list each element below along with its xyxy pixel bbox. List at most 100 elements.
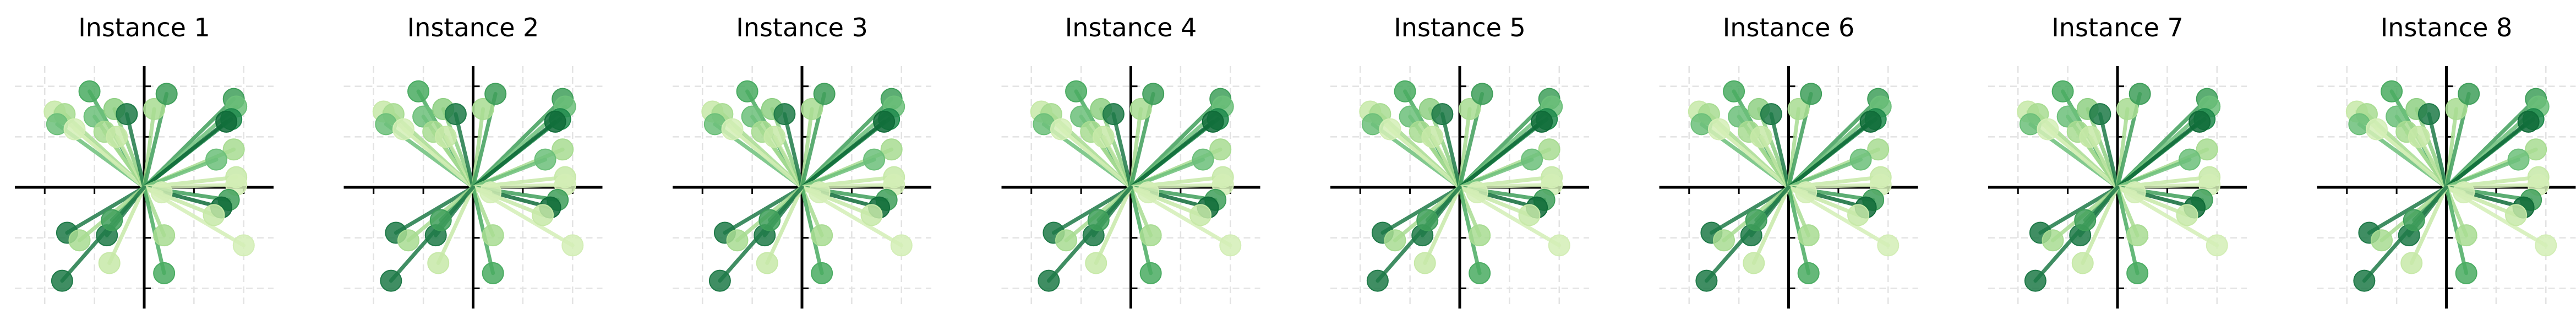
vector-line-30: [65, 185, 146, 235]
vector-point-5: [1723, 80, 1745, 102]
vectors: [2345, 80, 2557, 292]
vector-point-27: [1797, 262, 1820, 284]
vector-point-10: [2417, 103, 2440, 126]
panel-title: Instance 6: [1723, 13, 1855, 42]
vector-line-16: [1787, 120, 1873, 190]
vector-line-4: [730, 127, 804, 190]
vector-point-33: [1038, 269, 1060, 292]
vector-point-32: [2071, 252, 2094, 274]
vector-point-24: [860, 204, 883, 226]
vector-point-33: [51, 269, 73, 292]
vector-line-18: [800, 158, 876, 190]
vector-point-33: [2024, 269, 2046, 292]
vector-point-11: [1129, 98, 1152, 120]
vector-point-16: [873, 110, 896, 133]
vector-point-10: [773, 103, 796, 126]
vector-line-30: [1380, 185, 1462, 235]
panel-2: Instance 2: [343, 13, 603, 309]
vector-point-12: [484, 83, 507, 105]
vector-line-18: [471, 158, 548, 190]
vector-point-4: [1379, 118, 1401, 140]
vector-point-32: [1743, 252, 1765, 274]
vector-point-31: [2371, 229, 2393, 252]
vector-point-23: [1219, 234, 1242, 257]
vector-point-31: [68, 229, 91, 252]
vector-point-18: [2179, 148, 2201, 171]
vector-point-31: [2042, 229, 2064, 252]
vector-point-5: [78, 80, 101, 102]
vector-point-27: [2126, 262, 2149, 284]
vector-line-18: [1458, 158, 1534, 190]
vector-point-27: [1469, 262, 1491, 284]
vectors: [701, 80, 913, 292]
panel-title: Instance 8: [2381, 13, 2513, 42]
vector-point-8: [106, 126, 128, 148]
vector-point-5: [1065, 80, 1088, 102]
vector-point-16: [2188, 110, 2211, 133]
vector-point-23: [890, 234, 913, 257]
vector-line-4: [72, 127, 146, 190]
vector-point-17: [552, 138, 574, 161]
vectors: [43, 80, 255, 292]
vector-point-25: [1795, 181, 1818, 204]
vector-point-24: [2505, 204, 2528, 226]
vector-point-25: [479, 181, 502, 204]
vector-point-32: [427, 252, 450, 274]
vector-line-27: [471, 185, 495, 275]
vector-point-11: [143, 98, 166, 120]
vector-point-32: [1085, 252, 1107, 274]
vectors: [1030, 80, 1242, 292]
vector-point-18: [863, 148, 886, 171]
vectors: [1359, 80, 1570, 292]
vector-line-27: [2115, 185, 2140, 275]
panel-title: Instance 2: [407, 13, 539, 42]
vector-point-33: [380, 269, 402, 292]
vector-point-12: [1471, 83, 1493, 105]
vector-line-4: [1388, 127, 1462, 190]
vector-line-10: [782, 112, 804, 190]
vector-point-29: [2074, 209, 2097, 231]
vector-point-17: [880, 138, 903, 161]
vector-line-32: [107, 185, 146, 265]
vector-point-31: [1055, 229, 1077, 252]
vector-point-10: [444, 103, 467, 126]
vector-point-29: [2403, 209, 2425, 231]
vector-point-33: [1695, 269, 1718, 292]
vector-line-30: [2367, 185, 2448, 235]
vector-point-23: [561, 234, 584, 257]
vector-point-18: [1849, 148, 1872, 171]
vector-point-11: [2116, 98, 2139, 120]
vector-line-16: [142, 120, 228, 190]
vector-point-33: [2353, 269, 2376, 292]
vector-point-17: [222, 138, 245, 161]
vector-line-16: [1458, 120, 1544, 190]
panel-title: Instance 1: [78, 13, 210, 42]
vector-point-26: [1469, 224, 1491, 247]
vector-point-32: [2400, 252, 2423, 274]
vector-point-33: [708, 269, 731, 292]
vector-point-24: [1847, 204, 1870, 226]
vector-line-30: [1709, 185, 1791, 235]
vector-point-27: [2455, 262, 2477, 284]
panel-4: Instance 4: [1001, 13, 1260, 309]
vector-line-10: [454, 112, 475, 190]
vector-point-29: [1745, 209, 1767, 231]
vector-line-32: [436, 185, 475, 265]
vector-line-32: [1423, 185, 1462, 265]
vector-point-18: [1521, 148, 1543, 171]
vector-line-18: [2115, 158, 2192, 190]
vector-point-16: [1859, 110, 1882, 133]
vector-point-4: [2037, 118, 2059, 140]
vectors: [2017, 80, 2228, 292]
vector-line-32: [2081, 185, 2120, 265]
vector-point-10: [1760, 103, 1782, 126]
vector-point-16: [544, 110, 566, 133]
vector-point-23: [232, 234, 255, 257]
vector-point-16: [1531, 110, 1553, 133]
vector-point-18: [1192, 148, 1214, 171]
vector-point-25: [1137, 181, 1160, 204]
panels: Instance 1 Instance 2 Instance 3 Instance 4…: [15, 13, 2576, 309]
vector-point-4: [63, 118, 86, 140]
vector-point-32: [98, 252, 121, 274]
